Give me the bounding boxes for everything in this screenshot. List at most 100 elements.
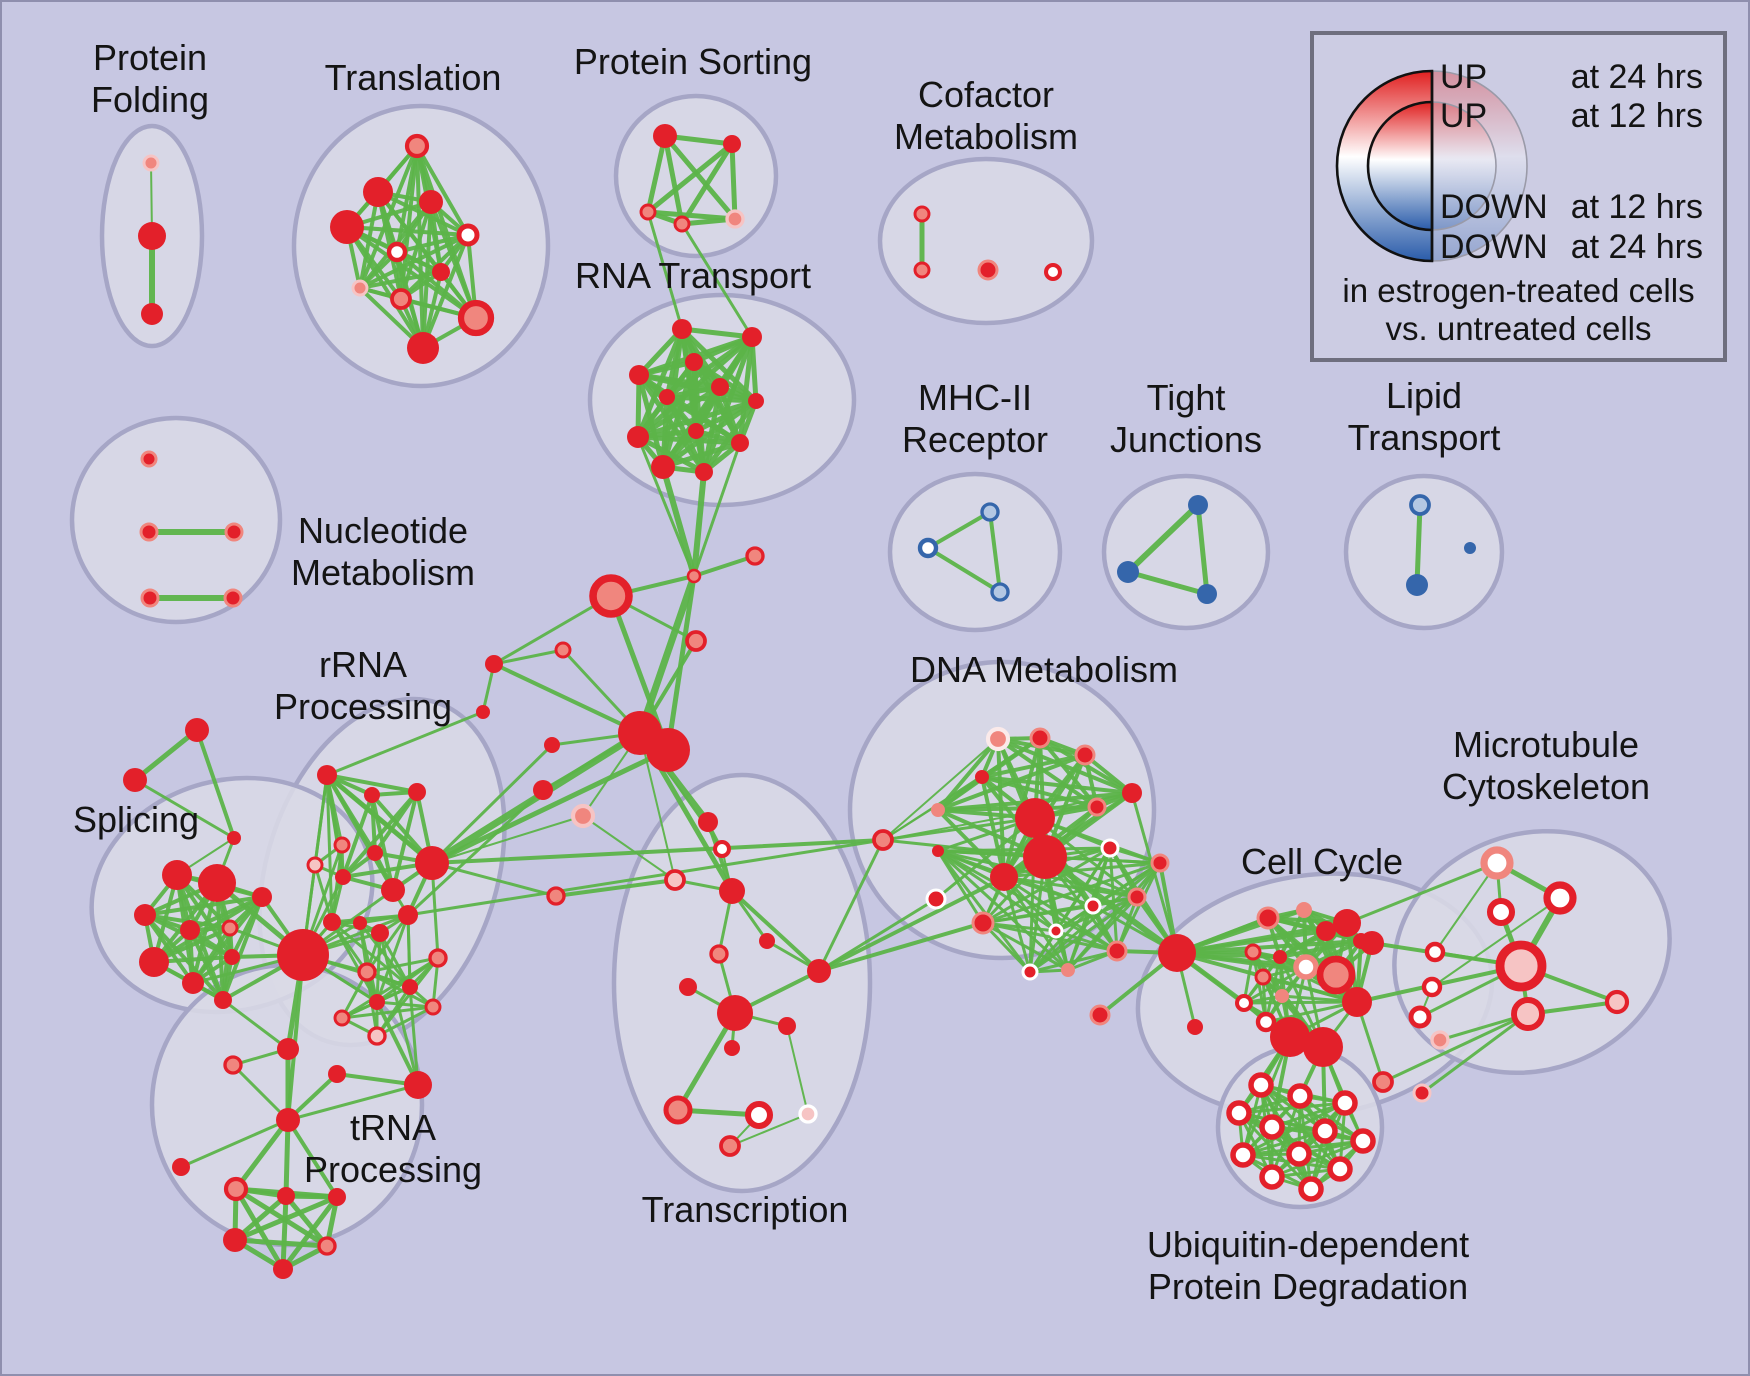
network-node [1259, 1114, 1285, 1140]
network-edge [936, 849, 1032, 974]
network-edge [980, 753, 1087, 779]
network-node [367, 845, 383, 861]
network-node [663, 1095, 693, 1125]
network-node [931, 803, 945, 817]
network-edge [679, 141, 735, 227]
network-edge [231, 1063, 290, 1122]
network-node [1127, 887, 1147, 907]
network-node [1464, 542, 1476, 554]
network-node [1316, 955, 1356, 995]
network-node [917, 537, 939, 559]
network-node [1197, 584, 1217, 604]
network-edge [1125, 569, 1210, 597]
cluster-label-rna-transport: RNA Transport [575, 255, 811, 296]
network-node [719, 878, 745, 904]
network-edge [406, 788, 545, 917]
network-edge [324, 772, 435, 866]
network-edge [636, 435, 696, 578]
cluster-label-ubiquitin-degradation: Protein Degradation [1148, 1266, 1468, 1307]
network-node [198, 864, 236, 902]
network-edge [375, 1000, 420, 1087]
network-node [990, 863, 1018, 891]
network-edge [358, 270, 443, 290]
network-edge [691, 469, 707, 579]
network-node [323, 913, 341, 931]
network-edge [1028, 861, 1162, 974]
network-node [306, 856, 324, 874]
network-node [1254, 968, 1272, 986]
network-node [1244, 943, 1262, 961]
network-edge [1242, 1000, 1359, 1005]
network-node [748, 393, 764, 409]
network-edge [179, 1118, 290, 1169]
network-edge [233, 1186, 330, 1249]
network-node [1287, 1083, 1313, 1109]
network-node [646, 728, 690, 772]
cluster-label-microtubule-cytoskeleton: Microtubule [1453, 724, 1639, 765]
network-node [1312, 1118, 1338, 1144]
network-edge [680, 222, 754, 339]
network-node [1158, 934, 1196, 972]
network-node [162, 860, 192, 890]
cluster-label-splicing: Splicing [73, 799, 199, 840]
network-node [1226, 1100, 1252, 1126]
cluster-label-nucleotide-metabolism: Metabolism [291, 552, 475, 593]
network-node [1350, 1128, 1376, 1154]
network-node [335, 869, 351, 885]
network-edge [1381, 1012, 1530, 1084]
network-node [723, 135, 741, 153]
network-edge [635, 326, 685, 440]
network-node [223, 588, 243, 608]
network-edge [1270, 1139, 1365, 1179]
network-node [273, 1259, 293, 1279]
network-node [134, 904, 156, 926]
network-node [778, 1017, 796, 1035]
network-node [653, 124, 677, 148]
network-edge [325, 773, 345, 879]
network-node [688, 423, 704, 439]
network-node [214, 991, 232, 1009]
network-node [725, 209, 745, 229]
network-edge [980, 775, 1006, 879]
network-edge [395, 233, 470, 254]
network-edge [143, 895, 264, 917]
network-node [1187, 1019, 1203, 1035]
network-edge [936, 849, 1058, 933]
cluster-label-tight-junctions: Tight [1147, 377, 1226, 418]
network-node [1424, 941, 1446, 963]
network-edge [375, 931, 382, 1004]
network-node [328, 1188, 346, 1206]
network-node [381, 878, 405, 902]
network-node [140, 588, 160, 608]
network-edge [430, 743, 554, 865]
network-edge [378, 931, 420, 1087]
network-edge [430, 838, 885, 865]
network-node [724, 1040, 740, 1056]
network-node [731, 434, 749, 452]
network-edge [325, 773, 419, 794]
network-node [252, 887, 272, 907]
network-node [913, 205, 931, 223]
network-edge [926, 546, 1002, 594]
network-node [1543, 881, 1577, 915]
network-node [227, 831, 241, 845]
network-node [798, 1104, 818, 1124]
network-node [317, 1236, 337, 1256]
network-node [432, 263, 450, 281]
network-edge [341, 790, 419, 879]
legend-direction-label: DOWN [1440, 188, 1548, 226]
network-edge [636, 372, 759, 404]
network-node [428, 948, 448, 968]
network-edge [1278, 908, 1306, 959]
network-node [1327, 1156, 1353, 1182]
network-edge [635, 398, 759, 440]
cluster-label-ubiquitin-degradation: Ubiquitin-dependent [1147, 1224, 1469, 1265]
network-node [570, 803, 596, 829]
network-node [139, 947, 169, 977]
network-edge [232, 1194, 340, 1243]
network-node [925, 888, 947, 910]
network-node [277, 1187, 295, 1205]
cluster-label-mhc-ii-receptor: MHC-II [918, 377, 1032, 418]
network-node [424, 998, 442, 1016]
